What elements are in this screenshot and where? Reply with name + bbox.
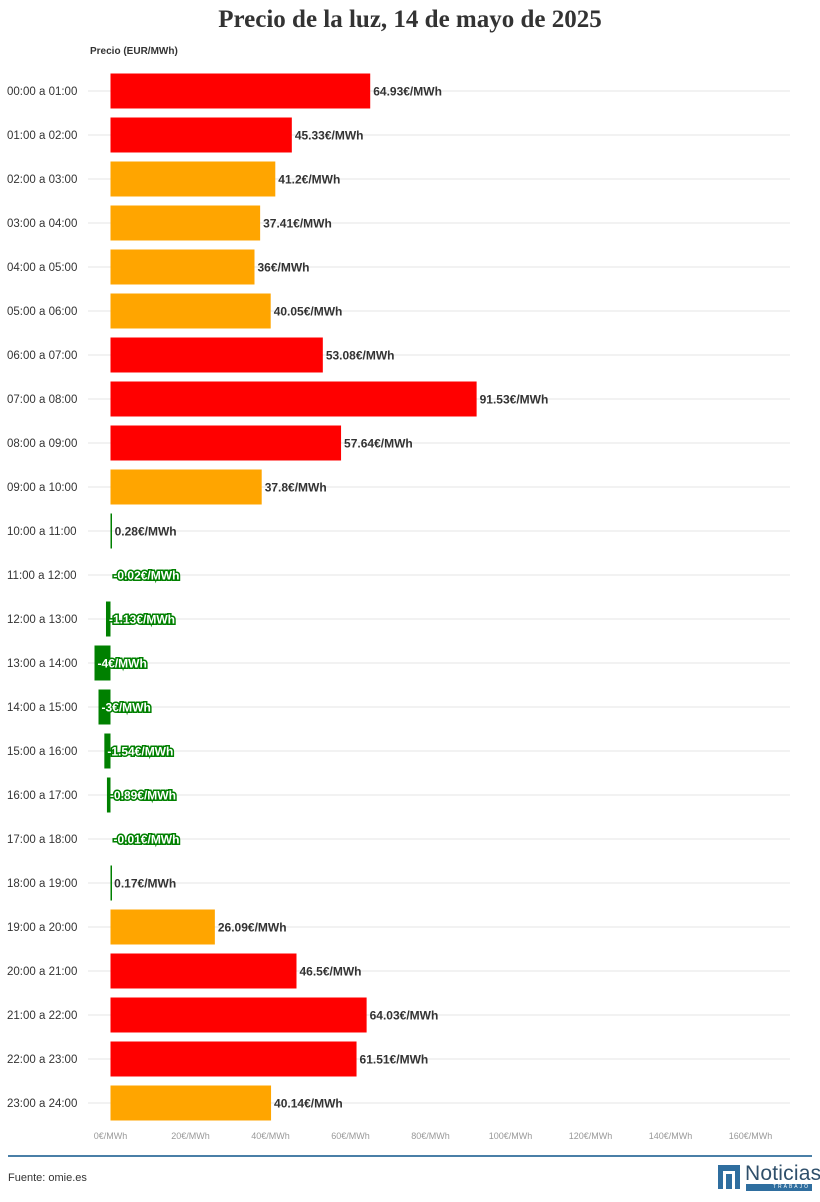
bar-value-label: -0.01€/MWh [113,833,179,847]
bar-value-label: 40.14€/MWh [274,1097,343,1111]
bar-value-label: 91.53€/MWh [480,393,549,407]
category-tick-label: 06:00 a 07:00 [7,350,77,362]
category-tick-label: 03:00 a 04:00 [7,218,77,230]
bar-medium [110,1085,272,1121]
bar-medium [110,249,255,285]
bar-value-label: 53.08€/MWh [326,349,395,363]
bar-low [98,689,111,725]
logo-subtitle: TRABAJO [746,1184,812,1191]
category-tick-label: 14:00 a 15:00 [7,702,77,714]
bar-chart: 64.93€/MWh 45.33€/MWh 41.2€/MWh 37.41€/MWh 3… [7,73,790,1141]
bar-medium [110,161,276,197]
bar-value-label: 0.28€/MWh [115,525,177,539]
x-tick-label: 120€/MWh [569,1131,613,1141]
bar-value-label: -0.02€/MWh [113,569,179,583]
x-tick-label: 160€/MWh [729,1131,773,1141]
bar-value-label: 57.64€/MWh [344,437,413,451]
category-tick-label: 22:00 a 23:00 [7,1054,77,1066]
bar-value-label: -1.54€/MWh [107,745,173,759]
category-tick-label: 05:00 a 06:00 [7,306,77,318]
category-tick-label: 04:00 a 05:00 [7,262,77,274]
bar-high [110,953,297,989]
bar-medium [110,469,262,505]
bar-value-label: -4€/MWh [98,657,147,671]
bar-low [110,865,112,901]
bar-high [110,425,342,461]
bar-high [110,381,477,417]
category-tick-label: 19:00 a 20:00 [7,922,77,934]
noticias-trabajo-logo: Noticias TRABAJO [718,1162,820,1191]
x-tick-label: 100€/MWh [489,1131,533,1141]
bar-value-label: -3€/MWh [102,701,151,715]
category-tick-label: 20:00 a 21:00 [7,966,77,978]
category-tick-label: 09:00 a 10:00 [7,482,77,494]
bar-low [104,733,111,769]
bar-value-label: 45.33€/MWh [295,129,364,143]
x-tick-label: 20€/MWh [171,1131,210,1141]
bar-value-label: 61.51€/MWh [360,1053,429,1067]
bar-high [110,997,367,1033]
bar-high [110,117,292,153]
category-tick-label: 23:00 a 24:00 [7,1098,77,1110]
logo-wordmark: Noticias [745,1162,820,1185]
bar-low [105,601,111,637]
bar-value-label: 26.09€/MWh [218,921,287,935]
category-tick-label: 17:00 a 18:00 [7,834,77,846]
x-tick-label: 60€/MWh [331,1131,370,1141]
category-tick-label: 10:00 a 11:00 [7,526,77,538]
bar-value-label: 37.41€/MWh [263,217,332,231]
x-tick-label: 40€/MWh [251,1131,290,1141]
x-tick-label: 140€/MWh [649,1131,693,1141]
bar-low [94,645,111,681]
chart-title: Precio de la luz, 14 de mayo de 2025 [218,6,602,33]
bar-value-label: 36€/MWh [258,261,310,275]
bar-high [110,1041,357,1077]
bar-value-label: 46.5€/MWh [300,965,362,979]
category-tick-label: 18:00 a 19:00 [7,878,77,890]
x-tick-label: 80€/MWh [411,1131,450,1141]
category-tick-label: 11:00 a 12:00 [7,570,77,582]
category-tick-label: 21:00 a 22:00 [7,1010,77,1022]
category-tick-label: 12:00 a 13:00 [7,614,77,626]
bar-medium [110,205,261,241]
category-tick-label: 08:00 a 09:00 [7,438,77,450]
category-tick-label: 01:00 a 02:00 [7,130,77,142]
logo-mark-icon [718,1165,740,1189]
bar-value-label: 37.8€/MWh [265,481,327,495]
bar-value-label: 64.03€/MWh [370,1009,439,1023]
bar-value-label: 41.2€/MWh [278,173,340,187]
bar-value-label: -0.89€/MWh [110,789,176,803]
category-tick-label: 00:00 a 01:00 [7,86,77,98]
x-tick-label: 0€/MWh [94,1131,128,1141]
bar-value-label: -1.13€/MWh [109,613,175,627]
bar-high [110,73,371,109]
source-note: Fuente: omie.es [8,1172,87,1184]
bar-value-label: 0.17€/MWh [114,877,176,891]
bar-medium [110,909,215,945]
bar-medium [110,293,271,329]
value-axis-label: Precio (EUR/MWh) [90,46,178,57]
category-tick-label: 13:00 a 14:00 [7,658,77,670]
bar-low [106,777,111,813]
category-tick-label: 15:00 a 16:00 [7,746,77,758]
category-tick-label: 16:00 a 17:00 [7,790,77,802]
footer-divider [8,1155,812,1157]
bar-high [110,337,323,373]
bar-low [110,513,112,549]
category-tick-label: 07:00 a 08:00 [7,394,77,406]
category-tick-label: 02:00 a 03:00 [7,174,77,186]
bar-value-label: 64.93€/MWh [373,85,442,99]
bar-value-label: 40.05€/MWh [274,305,343,319]
